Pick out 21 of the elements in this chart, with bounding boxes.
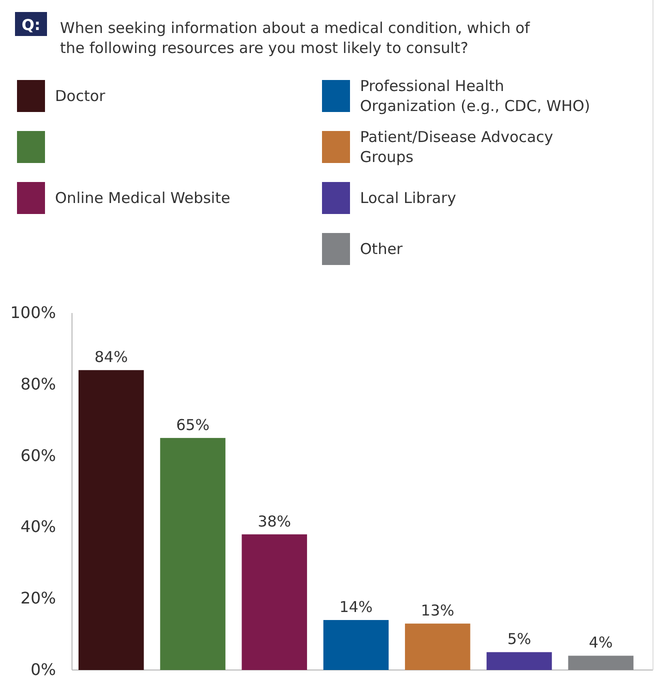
y-tick-label: 40% <box>20 517 56 536</box>
data-label: 38% <box>258 512 292 530</box>
y-tick-label: 20% <box>20 588 56 608</box>
y-tick-label: 0% <box>30 660 56 679</box>
data-label: 4% <box>588 634 613 652</box>
chart-title: When seeking information about a medical condition, which of the following resources are you most likely to consult? <box>60 19 531 57</box>
data-label: 65% <box>176 416 210 434</box>
legend-label: Other <box>360 240 404 258</box>
data-label: 84% <box>94 348 128 366</box>
y-tick-label: 60% <box>20 446 56 465</box>
legend-label: Doctor <box>55 87 106 105</box>
legend-label: Online Medical Website <box>55 189 230 207</box>
legend-label: Local Library <box>360 189 456 207</box>
legend-label: Professional Health Organization (e.g., CDC, WHO) <box>360 77 590 115</box>
data-label: 5% <box>507 630 532 648</box>
data-label: 14% <box>339 598 373 616</box>
data-label: 13% <box>420 602 454 620</box>
legend-label: Patient/Disease Advocacy Groups <box>360 128 554 166</box>
y-tick-label: 100% <box>10 303 56 322</box>
y-tick-label: 80% <box>20 374 56 394</box>
question-badge-icon: Q: <box>15 12 47 36</box>
